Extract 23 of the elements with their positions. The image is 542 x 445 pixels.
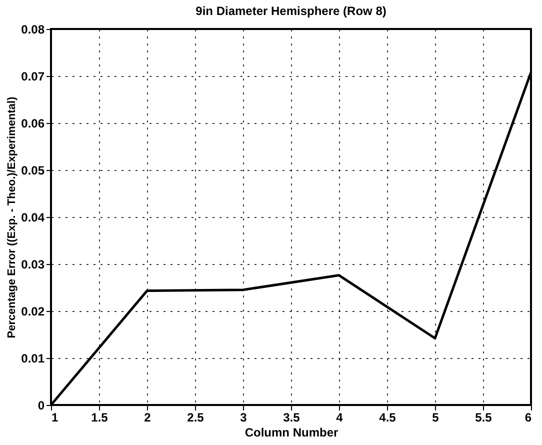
- x-axis-title: Column Number: [244, 426, 338, 440]
- x-tick-label: 6: [524, 410, 532, 424]
- x-tick-label: 4.5: [379, 410, 396, 424]
- y-tick-label: 0: [38, 398, 45, 412]
- x-tick-label: 1: [52, 410, 58, 424]
- y-tick-label: 0.04: [21, 210, 45, 224]
- y-tick-label: 0.05: [21, 164, 45, 178]
- y-axis-title: Percentage Error ((Exp. - Theo.)/Experimental): [6, 96, 18, 338]
- chart-title: 9in Diameter Hemisphere (Row 8): [196, 4, 386, 18]
- x-tick-label: 5: [432, 410, 440, 424]
- x-tick-label: 5.5: [475, 410, 492, 424]
- x-tick-label: 4: [336, 410, 344, 424]
- x-tick-label: 3.5: [283, 410, 300, 424]
- y-tick-label: 0.07: [21, 70, 45, 84]
- x-tick-label: 3: [240, 410, 248, 424]
- y-tick-label: 0.08: [21, 22, 45, 36]
- x-tick-label: 1.5: [91, 410, 108, 424]
- y-tick-label: 0.02: [21, 304, 45, 318]
- x-tick-label: 2: [144, 410, 152, 424]
- y-tick-label: 0.01: [21, 352, 45, 366]
- y-tick-label: 0.06: [21, 116, 45, 130]
- x-tick-label: 2.5: [187, 410, 204, 424]
- y-tick-label: 0.03: [21, 258, 45, 272]
